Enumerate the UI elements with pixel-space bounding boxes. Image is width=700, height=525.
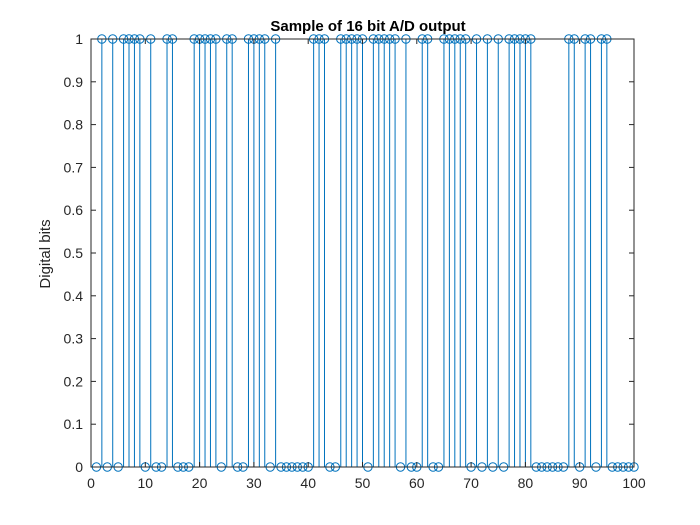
y-tick-label: 0.3: [64, 331, 84, 347]
y-tick-label: 0.4: [64, 288, 84, 304]
x-tick-label: 90: [572, 475, 588, 491]
stems-layer: [101, 39, 608, 467]
ticks-layer: 0 10 20 30 40 50 60 70 80 90 100 0 0.1 0.2 0.3 0.4 0.5 0.…: [64, 31, 646, 491]
chart-title: Sample of 16 bit A/D output: [270, 18, 465, 35]
x-tick-label: 100: [622, 475, 646, 491]
y-tick-label: 0.6: [64, 202, 84, 218]
x-tick-label: 40: [300, 475, 316, 491]
x-tick-label: 30: [246, 475, 262, 491]
x-tick-label: 60: [409, 475, 425, 491]
x-tick-label: 50: [355, 475, 371, 491]
y-tick-label: 0.2: [64, 373, 84, 389]
y-tick-label: 1: [75, 31, 83, 47]
y-axis-label: Digital bits: [37, 219, 54, 288]
y-tick-label: 0.1: [64, 416, 84, 432]
x-tick-label: 20: [192, 475, 208, 491]
y-tick-label: 0.9: [64, 74, 84, 90]
x-tick-label: 80: [518, 475, 534, 491]
y-tick-label: 0.5: [64, 245, 84, 261]
x-tick-label: 70: [463, 475, 479, 491]
x-tick-label: 0: [87, 475, 95, 491]
markers-layer: [91, 34, 639, 472]
x-tick-label: 10: [138, 475, 154, 491]
y-tick-label: 0.8: [64, 117, 84, 133]
y-tick-label: 0.7: [64, 159, 84, 175]
y-tick-label: 0: [75, 459, 83, 475]
